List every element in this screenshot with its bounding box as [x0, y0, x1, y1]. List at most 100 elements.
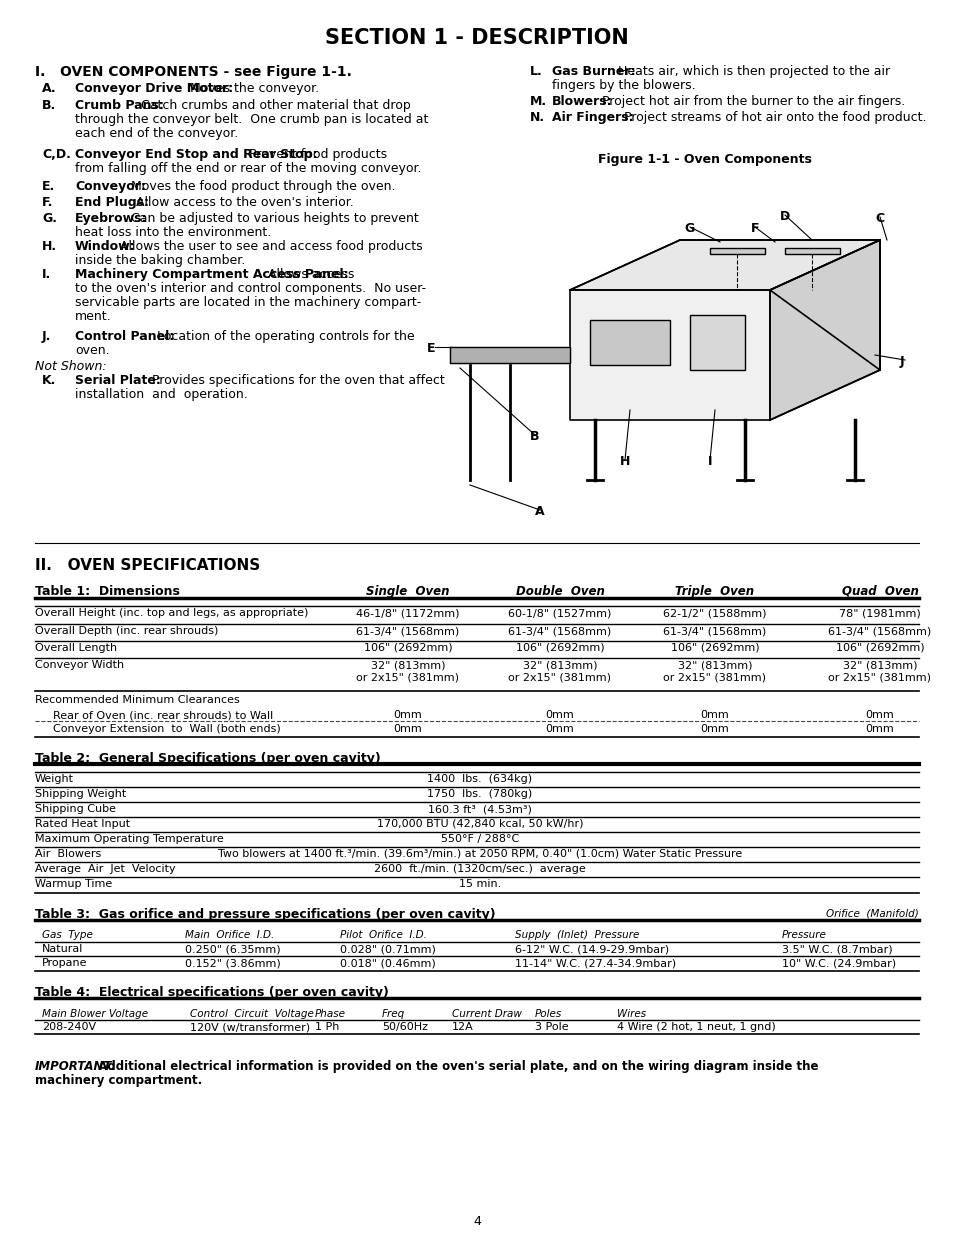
- Text: Single  Oven: Single Oven: [366, 585, 449, 598]
- Text: Provides specifications for the oven that affect: Provides specifications for the oven tha…: [144, 374, 444, 387]
- Text: Table 3:  Gas orifice and pressure specifications (per oven cavity): Table 3: Gas orifice and pressure specif…: [35, 908, 496, 921]
- Text: Can be adjusted to various heights to prevent: Can be adjusted to various heights to pr…: [123, 212, 418, 225]
- Text: Moves the conveyor.: Moves the conveyor.: [186, 82, 319, 95]
- Bar: [689, 315, 744, 370]
- Text: Conveyor:: Conveyor:: [75, 180, 146, 193]
- Text: Pilot  Orifice  I.D.: Pilot Orifice I.D.: [339, 930, 426, 940]
- Text: 2600  ft./min. (1320cm/sec.)  average: 2600 ft./min. (1320cm/sec.) average: [374, 864, 585, 874]
- Text: Double  Oven: Double Oven: [515, 585, 604, 598]
- Text: 550°F / 288°C: 550°F / 288°C: [440, 834, 518, 844]
- Polygon shape: [450, 347, 569, 363]
- Text: D: D: [779, 210, 789, 224]
- Text: Conveyor Extension  to  Wall (both ends): Conveyor Extension to Wall (both ends): [53, 724, 280, 734]
- Text: 1750  lbs.  (780kg): 1750 lbs. (780kg): [427, 789, 532, 799]
- Text: installation  and  operation.: installation and operation.: [75, 388, 248, 401]
- Text: Maximum Operating Temperature: Maximum Operating Temperature: [35, 834, 224, 844]
- Text: Gas Burner:: Gas Burner:: [552, 65, 635, 78]
- Text: Overall Depth (inc. rear shrouds): Overall Depth (inc. rear shrouds): [35, 626, 218, 636]
- Text: L.: L.: [530, 65, 542, 78]
- Text: Conveyor Width: Conveyor Width: [35, 659, 124, 671]
- Text: 32" (813mm): 32" (813mm): [522, 659, 597, 671]
- Text: B.: B.: [42, 99, 56, 112]
- Text: G.: G.: [42, 212, 57, 225]
- Text: or 2x15" (381mm): or 2x15" (381mm): [827, 672, 930, 682]
- Text: Project streams of hot air onto the food product.: Project streams of hot air onto the food…: [615, 111, 925, 124]
- Text: Additional electrical information is provided on the oven's serial plate, and on: Additional electrical information is pro…: [90, 1060, 818, 1073]
- Text: 0.018" (0.46mm): 0.018" (0.46mm): [339, 958, 436, 968]
- Text: Eyebrows:: Eyebrows:: [75, 212, 148, 225]
- Text: Overall Length: Overall Length: [35, 643, 117, 653]
- Text: 0mm: 0mm: [394, 710, 422, 720]
- Text: Project hot air from the burner to the air fingers.: Project hot air from the burner to the a…: [594, 95, 904, 107]
- Text: 0mm: 0mm: [545, 724, 574, 734]
- Text: Freq: Freq: [381, 1009, 405, 1019]
- Text: 46-1/8" (1172mm): 46-1/8" (1172mm): [355, 608, 459, 618]
- Text: N.: N.: [530, 111, 544, 124]
- Text: Moves the food product through the oven.: Moves the food product through the oven.: [123, 180, 395, 193]
- Text: Overall Height (inc. top and legs, as appropriate): Overall Height (inc. top and legs, as ap…: [35, 608, 308, 618]
- Text: I.   OVEN COMPONENTS - see Figure 1-1.: I. OVEN COMPONENTS - see Figure 1-1.: [35, 65, 352, 79]
- Text: F.: F.: [42, 196, 53, 209]
- Text: Weight: Weight: [35, 774, 74, 784]
- Text: I.: I.: [42, 268, 51, 282]
- Text: Warmup Time: Warmup Time: [35, 879, 112, 889]
- Text: 1400  lbs.  (634kg): 1400 lbs. (634kg): [427, 774, 532, 784]
- Text: 170,000 BTU (42,840 kcal, 50 kW/hr): 170,000 BTU (42,840 kcal, 50 kW/hr): [376, 819, 582, 829]
- Text: 0.028" (0.71mm): 0.028" (0.71mm): [339, 944, 436, 953]
- Text: 0mm: 0mm: [700, 710, 729, 720]
- Text: machinery compartment.: machinery compartment.: [35, 1074, 202, 1087]
- Text: Allow access to the oven's interior.: Allow access to the oven's interior.: [128, 196, 354, 209]
- Text: 106" (2692mm): 106" (2692mm): [516, 643, 603, 653]
- Text: Allows the user to see and access food products: Allows the user to see and access food p…: [112, 240, 422, 253]
- Text: Control  Circuit  Voltage: Control Circuit Voltage: [190, 1009, 314, 1019]
- Text: 0mm: 0mm: [394, 724, 422, 734]
- Text: E.: E.: [42, 180, 55, 193]
- Text: Pressure: Pressure: [781, 930, 826, 940]
- Text: 10" W.C. (24.9mbar): 10" W.C. (24.9mbar): [781, 958, 895, 968]
- Text: inside the baking chamber.: inside the baking chamber.: [75, 254, 245, 267]
- Text: Allows access: Allows access: [260, 268, 355, 282]
- Text: from falling off the end or rear of the moving conveyor.: from falling off the end or rear of the …: [75, 162, 421, 175]
- Text: 160.3 ft³  (4.53m³): 160.3 ft³ (4.53m³): [428, 804, 532, 814]
- Text: 0mm: 0mm: [864, 724, 893, 734]
- Text: or 2x15" (381mm): or 2x15" (381mm): [356, 672, 459, 682]
- Text: servicable parts are located in the machinery compart-: servicable parts are located in the mach…: [75, 296, 421, 309]
- Text: 4: 4: [473, 1215, 480, 1228]
- Text: fingers by the blowers.: fingers by the blowers.: [552, 79, 695, 91]
- Text: 32" (813mm): 32" (813mm): [841, 659, 916, 671]
- Text: Supply  (Inlet)  Pressure: Supply (Inlet) Pressure: [515, 930, 639, 940]
- Text: or 2x15" (381mm): or 2x15" (381mm): [662, 672, 765, 682]
- Text: 61-3/4" (1568mm): 61-3/4" (1568mm): [508, 626, 611, 636]
- Text: 3.5" W.C. (8.7mbar): 3.5" W.C. (8.7mbar): [781, 944, 892, 953]
- Text: 0mm: 0mm: [700, 724, 729, 734]
- Text: 0mm: 0mm: [864, 710, 893, 720]
- Text: Conveyor End Stop and Rear Stop:: Conveyor End Stop and Rear Stop:: [75, 148, 317, 161]
- Text: II.   OVEN SPECIFICATIONS: II. OVEN SPECIFICATIONS: [35, 558, 260, 573]
- Text: 4 Wire (2 hot, 1 neut, 1 gnd): 4 Wire (2 hot, 1 neut, 1 gnd): [617, 1023, 775, 1032]
- Text: heat loss into the environment.: heat loss into the environment.: [75, 226, 271, 240]
- Text: Triple  Oven: Triple Oven: [675, 585, 754, 598]
- Text: End Plugs:: End Plugs:: [75, 196, 149, 209]
- Text: Shipping Weight: Shipping Weight: [35, 789, 126, 799]
- Text: Rear of Oven (inc. rear shrouds) to Wall: Rear of Oven (inc. rear shrouds) to Wall: [53, 710, 273, 720]
- Text: 0.152" (3.86mm): 0.152" (3.86mm): [185, 958, 280, 968]
- Text: 12A: 12A: [452, 1023, 474, 1032]
- Text: through the conveyor belt.  One crumb pan is located at: through the conveyor belt. One crumb pan…: [75, 112, 428, 126]
- Text: 6-12" W.C. (14.9-29.9mbar): 6-12" W.C. (14.9-29.9mbar): [515, 944, 668, 953]
- Text: G: G: [684, 222, 695, 235]
- Text: Control Panel:: Control Panel:: [75, 330, 174, 343]
- Text: each end of the conveyor.: each end of the conveyor.: [75, 127, 238, 140]
- Text: I: I: [707, 454, 712, 468]
- Text: 106" (2692mm): 106" (2692mm): [835, 643, 923, 653]
- Text: A.: A.: [42, 82, 56, 95]
- Text: Conveyor Drive Motor:: Conveyor Drive Motor:: [75, 82, 233, 95]
- Text: 106" (2692mm): 106" (2692mm): [363, 643, 452, 653]
- Text: Average  Air  Jet  Velocity: Average Air Jet Velocity: [35, 864, 175, 874]
- Text: C,D.: C,D.: [42, 148, 71, 161]
- Bar: [784, 248, 840, 254]
- Text: 62-1/2" (1588mm): 62-1/2" (1588mm): [662, 608, 766, 618]
- Text: Quad  Oven: Quad Oven: [841, 585, 918, 598]
- Bar: [709, 248, 764, 254]
- Text: 60-1/8" (1527mm): 60-1/8" (1527mm): [508, 608, 611, 618]
- Text: Serial Plate:: Serial Plate:: [75, 374, 161, 387]
